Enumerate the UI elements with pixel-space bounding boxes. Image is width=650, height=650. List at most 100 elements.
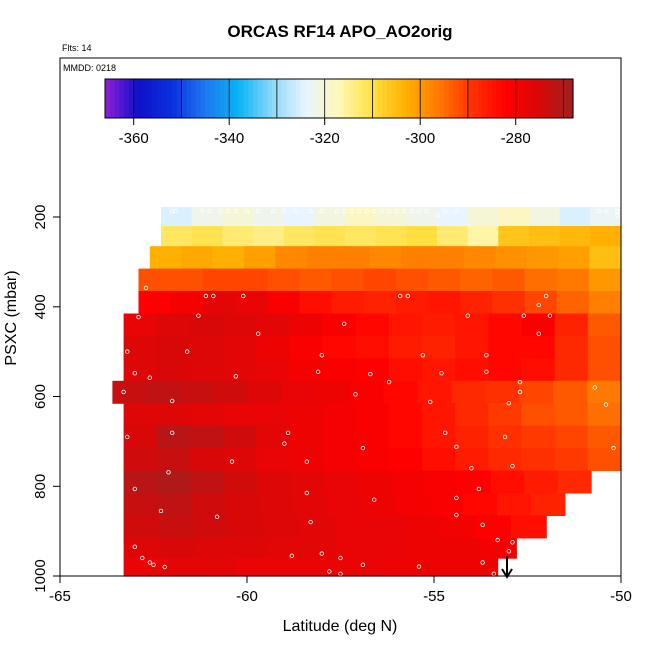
heatmap-cell bbox=[202, 291, 236, 314]
colorbar-swatch bbox=[358, 79, 364, 118]
colorbar-swatch bbox=[530, 79, 536, 118]
heatmap-cell bbox=[256, 313, 290, 337]
heatmap-cell bbox=[388, 335, 423, 359]
heatmap-cell bbox=[275, 246, 308, 270]
colorbar-swatch bbox=[491, 79, 498, 118]
down-arrow-icon bbox=[501, 556, 513, 579]
heatmap-cell bbox=[455, 313, 489, 337]
observation-point bbox=[372, 497, 377, 502]
colorbar-swatch bbox=[549, 79, 555, 118]
heatmap-cell bbox=[455, 358, 489, 382]
heatmap-cell bbox=[191, 226, 223, 247]
colorbar-swatch bbox=[482, 79, 488, 118]
heatmap-cell bbox=[524, 291, 558, 314]
heatmap-cell bbox=[223, 403, 257, 427]
heatmap-cell bbox=[156, 448, 191, 472]
colorbar-swatch bbox=[563, 79, 569, 118]
colorbar-swatch bbox=[558, 79, 565, 118]
colorbar-tick-label: -280 bbox=[501, 130, 531, 147]
observation-point bbox=[214, 514, 220, 519]
heatmap-cell bbox=[337, 537, 375, 559]
heatmap-cell bbox=[123, 425, 158, 449]
heatmap-cell bbox=[138, 291, 172, 314]
colorbar-swatch bbox=[510, 79, 517, 118]
chart-title: ORCAS RF14 APO_AO2orig bbox=[227, 22, 452, 41]
heatmap-cell bbox=[422, 358, 456, 382]
heatmap-cell bbox=[222, 226, 254, 247]
colorbar-swatch bbox=[425, 79, 431, 118]
heatmap-cell bbox=[158, 515, 195, 539]
heatmap-cell bbox=[521, 335, 556, 359]
heatmap-cell bbox=[323, 470, 358, 494]
heatmap-cell bbox=[123, 403, 158, 427]
heatmap-cell bbox=[322, 425, 357, 449]
heatmap-cell bbox=[293, 493, 328, 516]
heatmap-cell bbox=[588, 268, 622, 292]
x-tick-label: -65 bbox=[49, 588, 71, 605]
heatmap-cell bbox=[189, 313, 224, 337]
heatmap-cell bbox=[112, 380, 147, 404]
colorbar-swatch bbox=[544, 79, 550, 118]
observation-point bbox=[184, 349, 190, 354]
observation-point bbox=[233, 208, 238, 214]
x-tick-label: -60 bbox=[236, 588, 258, 605]
colorbar-swatch bbox=[501, 79, 507, 118]
colorbar-swatch bbox=[233, 79, 240, 118]
heatmap-cell bbox=[488, 335, 523, 359]
heatmap-cell bbox=[306, 246, 339, 270]
observation-point bbox=[428, 399, 433, 405]
colorbar-tick-label: -320 bbox=[310, 130, 340, 147]
colorbar-swatch bbox=[429, 79, 436, 118]
observation-point bbox=[304, 490, 309, 496]
heatmap-cell bbox=[259, 493, 294, 516]
heatmap-cell bbox=[248, 380, 283, 404]
heatmap-cell bbox=[497, 493, 532, 516]
heatmap-cell bbox=[488, 358, 523, 382]
heatmap-cell bbox=[355, 313, 390, 337]
heatmap-cell bbox=[395, 291, 429, 314]
heatmap-cell bbox=[363, 268, 397, 292]
heatmap-cell bbox=[314, 207, 346, 227]
heatmap-cell bbox=[554, 403, 589, 427]
heatmap-cell bbox=[495, 246, 528, 270]
heatmap-cell bbox=[463, 246, 496, 270]
heatmap-cell bbox=[406, 207, 438, 227]
heatmap-cell bbox=[559, 207, 591, 227]
observation-point bbox=[229, 459, 235, 464]
colorbar-swatch bbox=[568, 79, 574, 118]
heatmap-cell bbox=[554, 313, 589, 337]
observation-point bbox=[420, 353, 425, 358]
observation-point bbox=[480, 560, 485, 565]
heatmap-cell bbox=[558, 246, 591, 270]
heatmap-cell bbox=[388, 425, 423, 449]
mmdd-note: MMDD: 0218 bbox=[63, 63, 116, 73]
heatmap-cell bbox=[390, 470, 425, 494]
observation-point bbox=[289, 553, 295, 558]
y-tick-label: 800 bbox=[32, 474, 49, 499]
heatmap-cell bbox=[214, 380, 249, 404]
colorbar-swatch bbox=[272, 79, 278, 118]
observation-point bbox=[360, 562, 366, 567]
colorbar-swatch bbox=[133, 79, 140, 118]
colorbar-swatch bbox=[143, 79, 149, 118]
heatmap-cell bbox=[156, 313, 191, 337]
heatmap-cell bbox=[361, 493, 396, 516]
heatmap-cell bbox=[223, 470, 258, 494]
observation-point bbox=[342, 321, 347, 326]
heatmap-cell bbox=[587, 335, 622, 359]
observation-point bbox=[499, 564, 504, 570]
observation-point bbox=[360, 445, 366, 451]
heatmap-cell bbox=[554, 358, 589, 382]
heatmap-cell bbox=[590, 226, 622, 247]
heatmap-cell bbox=[190, 470, 225, 494]
observation-point bbox=[615, 212, 620, 218]
colorbar-swatch bbox=[148, 79, 154, 118]
heatmap-cell bbox=[223, 448, 257, 472]
heatmap-cell bbox=[388, 448, 423, 472]
observation-point bbox=[282, 208, 287, 214]
observation-point bbox=[443, 208, 448, 214]
heatmap-cell bbox=[467, 226, 499, 247]
observation-point bbox=[469, 466, 474, 471]
observation-point bbox=[454, 208, 459, 214]
